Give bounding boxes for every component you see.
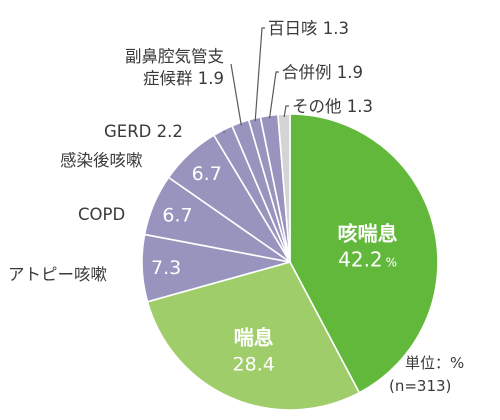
slice-value-label: 1.3 xyxy=(323,19,349,38)
slice-value-label: 1.9 xyxy=(337,63,363,82)
slice-value-label: 6.7 xyxy=(162,205,192,227)
sample-size-label: (n=313) xyxy=(389,377,451,395)
slice-value-label: 1.9 xyxy=(198,69,224,88)
slice-value-label: 1.3 xyxy=(347,97,373,116)
pie-slice xyxy=(289,113,439,394)
slice-name-label: GERD 2.2 xyxy=(104,122,183,141)
slice-name-label: 症候群 1.9 xyxy=(143,69,224,88)
leader-line xyxy=(254,27,265,122)
slice-name-label: その他 1.3 xyxy=(292,97,373,116)
slice-value-label: 7.3 xyxy=(151,257,181,279)
slice-name-label: 副鼻腔気管支 xyxy=(125,47,224,66)
leader-line xyxy=(283,105,289,118)
slice-name-label: 喘息 xyxy=(234,326,274,350)
slice-name-label: 感染後咳嗽 xyxy=(60,151,143,170)
pie-slices xyxy=(141,113,439,411)
slice-name-label: アトピー咳嗽 xyxy=(8,265,107,284)
slice-name-label: 百日咳 1.3 xyxy=(268,19,349,38)
pie-slice xyxy=(277,113,291,263)
unit-label: 単位：% xyxy=(405,354,464,372)
pie-slice xyxy=(146,261,361,411)
leader-line xyxy=(268,71,279,119)
slice-name-label: 咳喘息 xyxy=(338,222,398,246)
slice-name-label: 合併例 1.9 xyxy=(282,63,363,82)
slice-name-label: COPD xyxy=(78,205,125,224)
leader-line xyxy=(230,63,242,126)
slice-value-label: 2.2 xyxy=(157,122,183,141)
slice-value-label: 28.4 xyxy=(233,354,275,376)
slice-value-label: 6.7 xyxy=(192,163,222,185)
